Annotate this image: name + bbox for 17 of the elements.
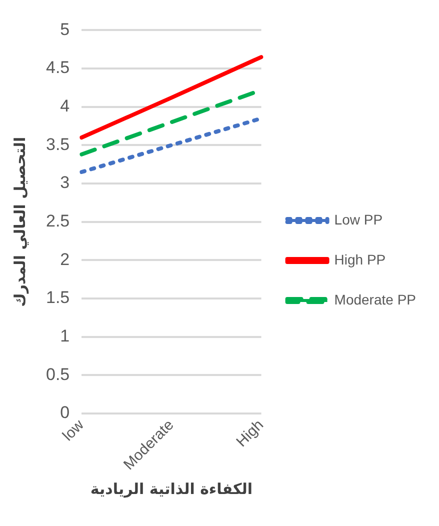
y-axis-title: التحصيل العالي المدرك bbox=[10, 136, 29, 307]
legend-label: Low PP bbox=[334, 211, 383, 228]
legend-label: High PP bbox=[334, 251, 386, 268]
y-tick-label: 3 bbox=[60, 173, 70, 192]
legend-label: Moderate PP bbox=[334, 291, 416, 308]
y-tick-label: 1.5 bbox=[46, 288, 70, 308]
x-axis-title: الكفاءة الذاتية الريادية bbox=[90, 480, 253, 498]
y-tick-label: 2.5 bbox=[46, 212, 70, 231]
y-tick-label: 0 bbox=[60, 403, 70, 422]
y-tick-label: 3.5 bbox=[46, 134, 70, 154]
y-tick-label: 4.5 bbox=[46, 58, 70, 78]
y-tick-label: 2 bbox=[60, 250, 70, 269]
y-tick-label: 1 bbox=[60, 326, 70, 346]
y-tick-label: 0.5 bbox=[46, 364, 70, 384]
x-tick-label: High bbox=[233, 416, 268, 450]
y-tick-label: 4 bbox=[60, 96, 70, 116]
y-tick-label: 5 bbox=[60, 20, 70, 39]
